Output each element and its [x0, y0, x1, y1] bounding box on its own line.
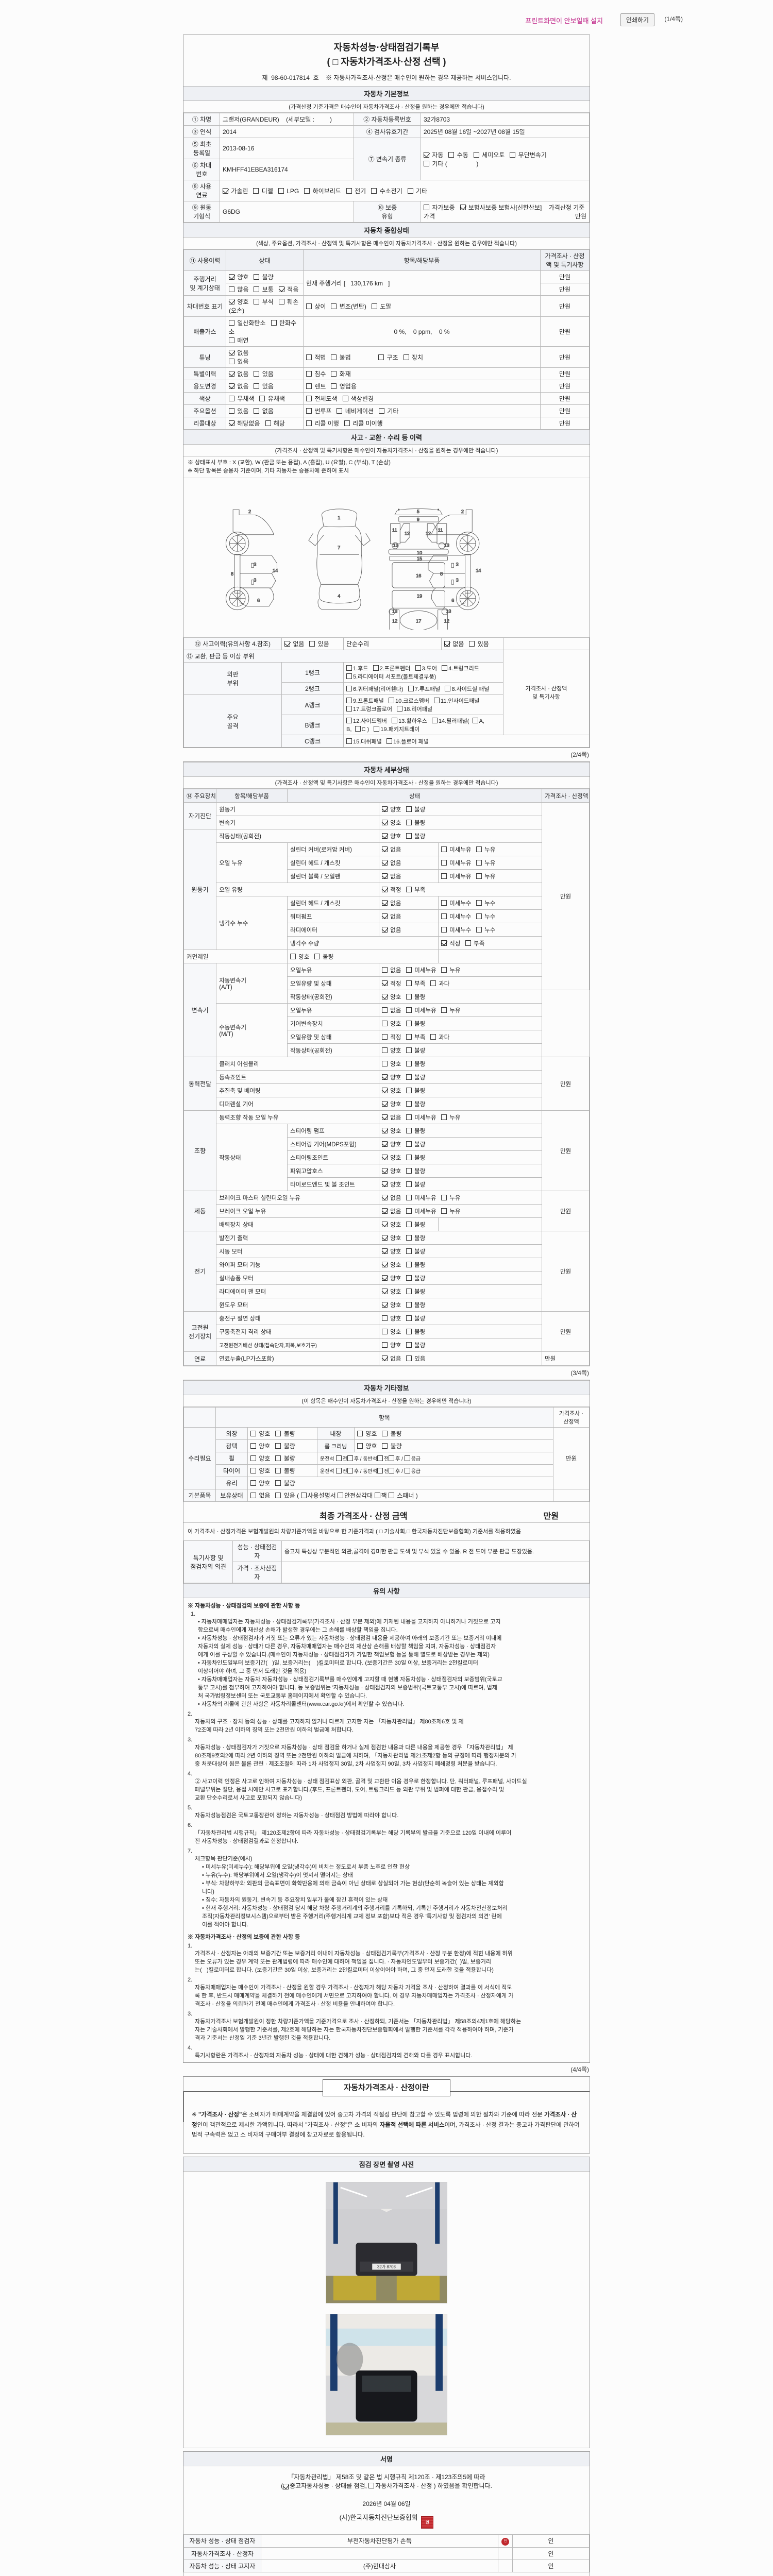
svg-text:11: 11 — [392, 528, 397, 533]
svg-text:10: 10 — [417, 550, 422, 555]
svg-text:3: 3 — [456, 578, 459, 583]
svg-text:8: 8 — [440, 571, 443, 577]
svg-text:16: 16 — [416, 573, 421, 579]
svg-text:12: 12 — [392, 618, 397, 623]
svg-text:3: 3 — [254, 562, 256, 567]
svg-text:3: 3 — [254, 578, 256, 583]
svg-text:13: 13 — [392, 609, 397, 614]
svg-text:13: 13 — [393, 543, 398, 548]
svg-text:32가 8703: 32가 8703 — [377, 2264, 396, 2269]
svg-text:3: 3 — [456, 562, 459, 567]
svg-text:2: 2 — [248, 509, 251, 514]
svg-text:4: 4 — [338, 594, 340, 599]
svg-text:14: 14 — [476, 568, 481, 573]
svg-text:12: 12 — [405, 531, 410, 536]
svg-text:12: 12 — [444, 618, 449, 623]
svg-text:9: 9 — [417, 517, 419, 522]
svg-text:12: 12 — [426, 531, 431, 536]
svg-text:14: 14 — [273, 568, 278, 573]
svg-text:5: 5 — [417, 509, 419, 514]
svg-text:15: 15 — [417, 556, 422, 561]
svg-text:1: 1 — [338, 515, 340, 520]
svg-text:13: 13 — [446, 609, 451, 614]
svg-text:11: 11 — [438, 528, 443, 533]
svg-text:6: 6 — [257, 598, 260, 603]
svg-text:8: 8 — [231, 571, 233, 577]
svg-text:17: 17 — [416, 618, 421, 623]
svg-text:7: 7 — [338, 545, 340, 550]
svg-text:2: 2 — [461, 509, 464, 514]
svg-text:19: 19 — [417, 594, 422, 599]
svg-text:6: 6 — [451, 598, 454, 603]
svg-text:13: 13 — [444, 543, 449, 548]
